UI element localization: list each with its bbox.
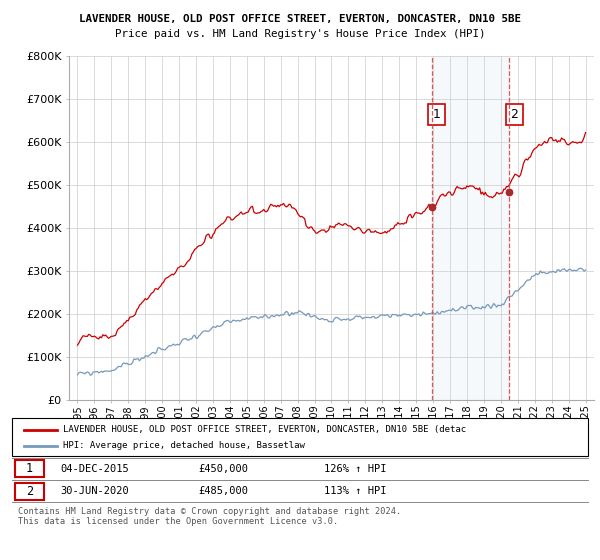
Bar — [432, 56, 509, 400]
Text: LAVENDER HOUSE, OLD POST OFFICE STREET, EVERTON, DONCASTER, DN10 5BE: LAVENDER HOUSE, OLD POST OFFICE STREET, … — [79, 14, 521, 24]
Text: Contains HM Land Registry data © Crown copyright and database right 2024.
This d: Contains HM Land Registry data © Crown c… — [18, 507, 401, 526]
Text: LAVENDER HOUSE, OLD POST OFFICE STREET, EVERTON, DONCASTER, DN10 5BE (detac: LAVENDER HOUSE, OLD POST OFFICE STREET, … — [63, 425, 466, 434]
Text: 04-DEC-2015: 04-DEC-2015 — [60, 464, 129, 474]
Text: 2: 2 — [511, 108, 518, 121]
Text: 1: 1 — [26, 462, 33, 475]
Text: £485,000: £485,000 — [198, 486, 248, 496]
Text: 126% ↑ HPI: 126% ↑ HPI — [324, 464, 386, 474]
Text: £450,000: £450,000 — [198, 464, 248, 474]
Text: 1: 1 — [433, 108, 441, 121]
Text: HPI: Average price, detached house, Bassetlaw: HPI: Average price, detached house, Bass… — [63, 441, 305, 450]
Text: Price paid vs. HM Land Registry's House Price Index (HPI): Price paid vs. HM Land Registry's House … — [115, 29, 485, 39]
Text: 30-JUN-2020: 30-JUN-2020 — [60, 486, 129, 496]
Text: 113% ↑ HPI: 113% ↑ HPI — [324, 486, 386, 496]
Text: 2: 2 — [26, 484, 33, 498]
